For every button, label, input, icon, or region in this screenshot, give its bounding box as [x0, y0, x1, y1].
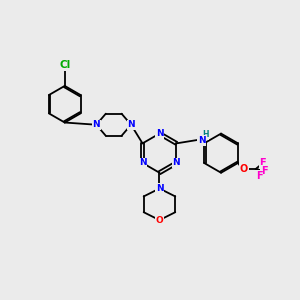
Text: N: N: [156, 129, 163, 138]
Text: Cl: Cl: [59, 60, 70, 70]
Text: F: F: [261, 166, 268, 176]
Text: N: N: [198, 136, 206, 145]
Text: F: F: [256, 171, 262, 181]
Text: N: N: [92, 120, 100, 129]
Text: H: H: [202, 130, 209, 139]
Text: F: F: [260, 158, 266, 168]
Text: O: O: [240, 164, 248, 174]
Text: O: O: [156, 216, 163, 225]
Text: N: N: [127, 120, 135, 129]
Text: N: N: [156, 184, 163, 193]
Text: N: N: [139, 158, 146, 167]
Text: N: N: [172, 158, 180, 167]
